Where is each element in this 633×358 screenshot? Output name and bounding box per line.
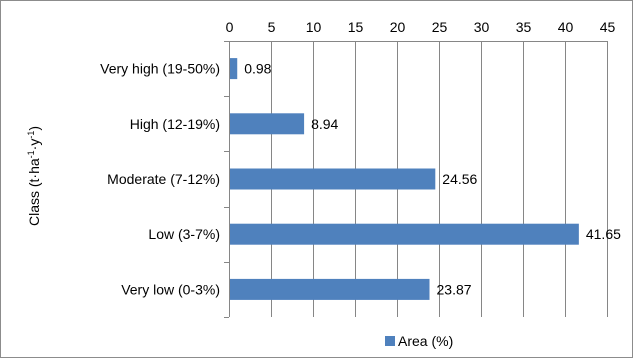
bar — [229, 168, 436, 190]
x-tick-label: 45 — [600, 19, 616, 35]
category-label: Very high (19-50%) — [100, 61, 220, 77]
data-label: 23.87 — [437, 281, 472, 297]
bar — [229, 113, 305, 135]
data-label: 8.94 — [311, 116, 338, 132]
labels: 0 5 10 15 20 25 30 35 40 45 0.98 8.94 24.56 41.65 23.8… — [100, 19, 621, 297]
x-tick-label: 35 — [516, 19, 532, 35]
grid-lines — [271, 41, 608, 317]
x-tick-label: 40 — [558, 19, 574, 35]
x-tick-label: 25 — [432, 19, 448, 35]
x-tick-label: 30 — [474, 19, 490, 35]
category-label: Low (3-7%) — [148, 226, 220, 242]
legend-swatch — [385, 336, 395, 346]
bar — [229, 278, 430, 300]
x-tick-label: 5 — [268, 19, 276, 35]
data-label: 0.98 — [244, 61, 271, 77]
bar — [229, 58, 238, 80]
legend-label: Area (%) — [398, 333, 454, 349]
legend: Area (%) — [385, 331, 453, 351]
category-label: Very low (0-3%) — [121, 281, 220, 297]
x-tick-label: 20 — [390, 19, 406, 35]
axes — [224, 41, 607, 318]
category-label: High (12-19%) — [130, 116, 220, 132]
x-tick-label: 0 — [226, 19, 234, 35]
data-label: 41.65 — [586, 226, 621, 242]
data-label: 24.56 — [442, 171, 477, 187]
bar — [229, 223, 579, 245]
category-label: Moderate (7-12%) — [107, 171, 220, 187]
y-axis-title: Class (t·ha-1·y-1) — [26, 126, 42, 226]
bars — [229, 58, 579, 300]
x-tick-label: 10 — [306, 19, 322, 35]
x-tick-label: 15 — [348, 19, 364, 35]
